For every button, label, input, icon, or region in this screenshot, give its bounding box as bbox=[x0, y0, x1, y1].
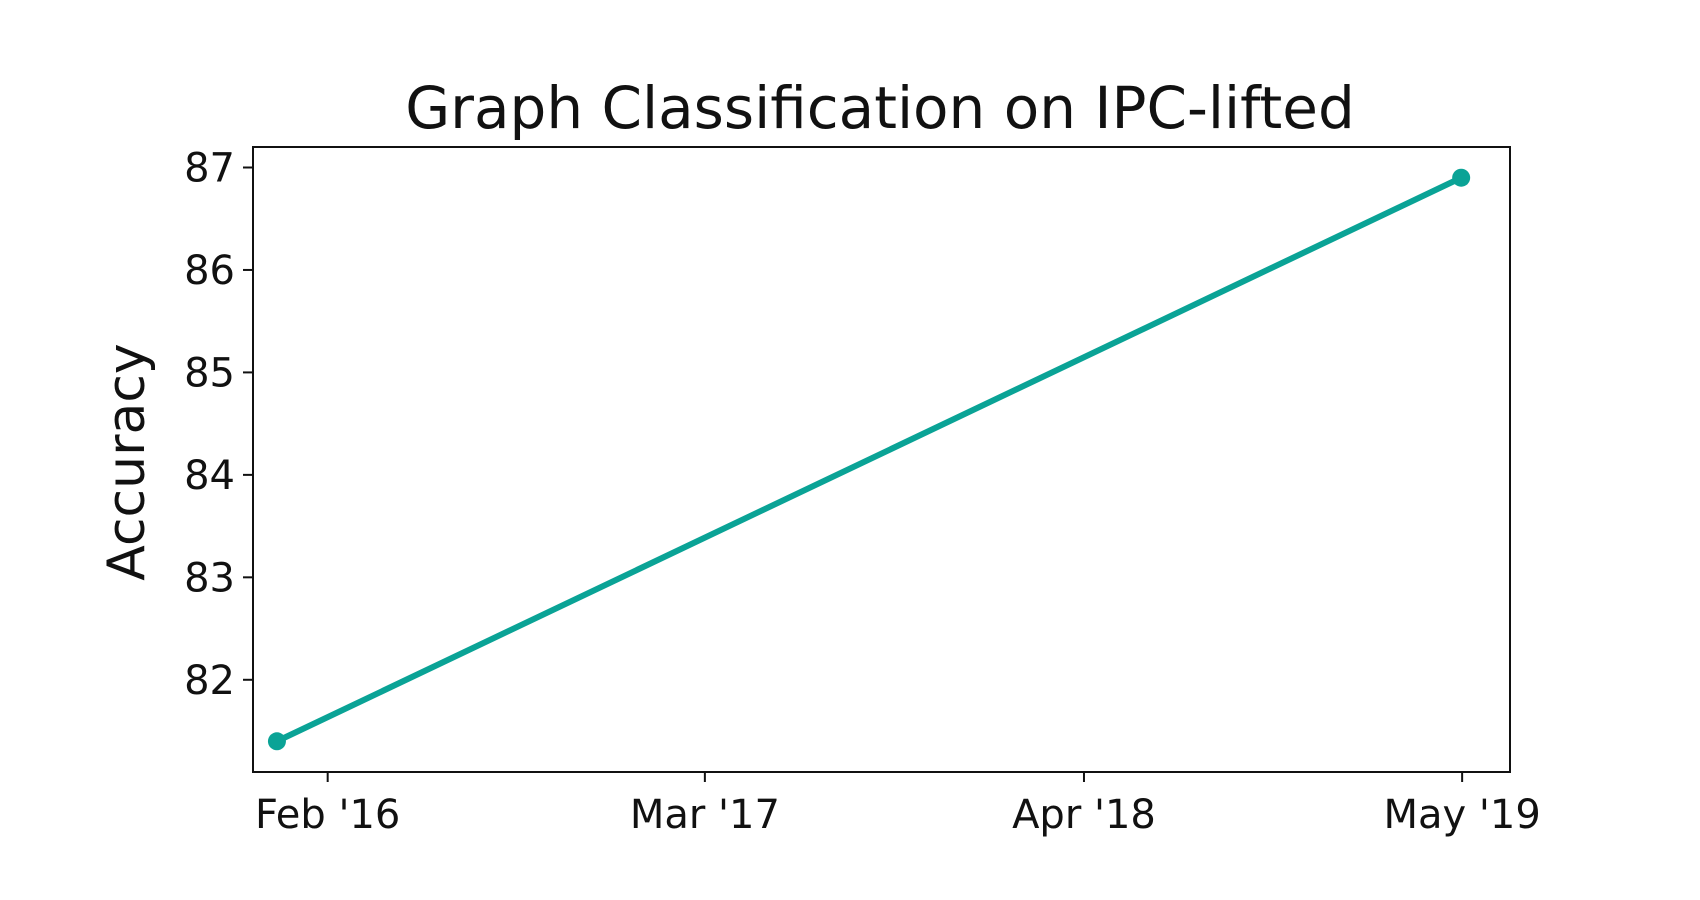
y-axis: 82 83 84 85 86 87 bbox=[184, 145, 253, 704]
x-tick-label: Mar '17 bbox=[630, 792, 780, 838]
y-tick-label: 86 bbox=[184, 248, 235, 294]
chart-title: Graph Classification on IPC-lifted bbox=[405, 74, 1355, 142]
data-point bbox=[267, 732, 286, 751]
y-tick-label: 83 bbox=[184, 555, 235, 601]
y-tick-label: 85 bbox=[184, 350, 235, 396]
x-tick-label: May '19 bbox=[1383, 792, 1540, 838]
y-tick-label: 82 bbox=[184, 658, 235, 704]
plot-frame bbox=[252, 146, 1511, 773]
series-layer bbox=[267, 168, 1471, 751]
y-axis-label: Accuracy bbox=[97, 343, 157, 580]
series-line bbox=[273, 174, 1465, 745]
x-tick-label: Feb '16 bbox=[255, 792, 400, 838]
x-tick-label: Apr '18 bbox=[1012, 792, 1156, 838]
data-point bbox=[1452, 168, 1471, 187]
y-tick-label: 84 bbox=[184, 453, 235, 499]
x-axis: Feb '16 Mar '17 Apr '18 May '19 bbox=[255, 772, 1541, 838]
y-tick-label: 87 bbox=[184, 145, 235, 191]
